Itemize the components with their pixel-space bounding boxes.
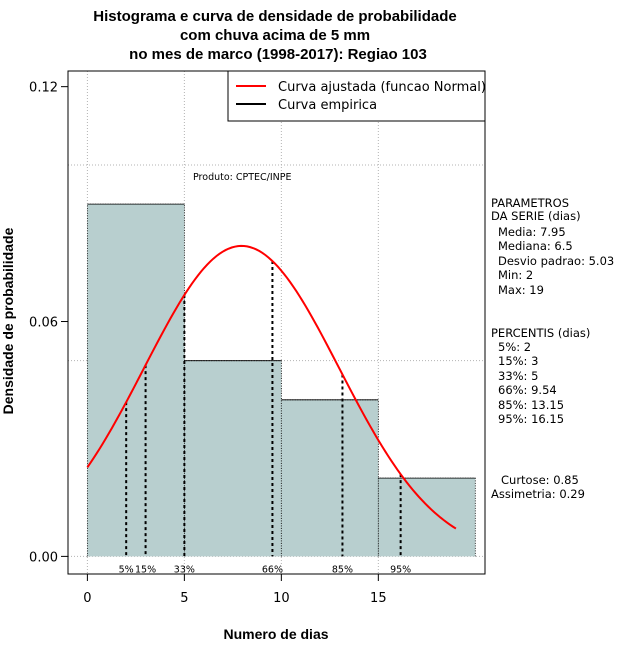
percentil-95: 95%: 16.15 <box>498 412 564 426</box>
percentile-label: 33% <box>174 564 195 575</box>
percentile-label: 66% <box>262 564 283 575</box>
percentil-33: 33%: 5 <box>498 369 538 383</box>
percentile-label: 5% <box>119 564 134 575</box>
percentile-label: 85% <box>332 564 353 575</box>
side-panel: PARAMETROS DA SERIE (dias) Media: 7.95 M… <box>491 196 614 501</box>
y-axis-title: Densidade de probabilidade <box>0 227 16 414</box>
percentil-15: 15%: 3 <box>498 354 538 368</box>
x-tick-label: 5 <box>180 591 188 606</box>
histogram-bar <box>378 478 476 557</box>
y-tick-label: 0.06 <box>29 316 58 331</box>
histogram-bar <box>87 204 185 557</box>
param-heading-2: DA SERIE (dias) <box>491 209 581 223</box>
percentile-label: 95% <box>390 564 411 575</box>
percentis-heading: PERCENTIS (dias) <box>491 326 590 340</box>
legend-empirical-label: Curva empirica <box>278 98 377 113</box>
param-min: Min: 2 <box>498 268 533 282</box>
histogram-bars <box>86 203 476 557</box>
param-mediana: Mediana: 6.5 <box>498 239 573 253</box>
y-tick-label: 0.00 <box>29 550 58 565</box>
x-tick-label: 10 <box>273 591 290 606</box>
x-tick-label: 0 <box>83 591 91 606</box>
legend: Curva ajustada (funcao Normal) Curva emp… <box>227 70 486 122</box>
chart-title-line-2: com chuva acima de 5 mm <box>180 27 370 44</box>
param-heading-1: PARAMETROS <box>491 196 569 210</box>
param-desvio: Desvio padrao: 5.03 <box>498 254 614 268</box>
credit-annotation: Produto: CPTEC/INPE <box>193 172 292 183</box>
assimetria: Assimetria: 0.29 <box>491 487 585 501</box>
fitted-curve <box>86 244 457 530</box>
percentile-label: 15% <box>135 564 156 575</box>
legend-fitted-label: Curva ajustada (funcao Normal) <box>278 80 486 95</box>
fitted-normal-curve <box>86 244 457 530</box>
y-tick-label: 0.12 <box>29 81 58 96</box>
param-media: Media: 7.95 <box>498 225 566 239</box>
curtose: Curtose: 0.85 <box>501 473 579 487</box>
chart-title-line-3: no mes de marco (1998-2017): Regiao 103 <box>129 46 427 63</box>
percentil-85: 85%: 13.15 <box>498 398 564 412</box>
param-max: Max: 19 <box>498 283 544 297</box>
x-tick-label: 15 <box>370 591 387 606</box>
legend-box <box>227 70 486 122</box>
chart-title-line-1: Histograma e curva de densidade de proba… <box>93 8 456 25</box>
percentil-5: 5%: 2 <box>498 340 531 354</box>
histogram-bar <box>281 399 379 557</box>
histogram-bar <box>184 360 282 557</box>
percentil-66: 66%: 9.54 <box>498 383 557 397</box>
x-axis-title: Numero de dias <box>223 626 328 642</box>
percentile-lines: 5% 15% 33% 66% 85% 95% <box>119 261 411 575</box>
